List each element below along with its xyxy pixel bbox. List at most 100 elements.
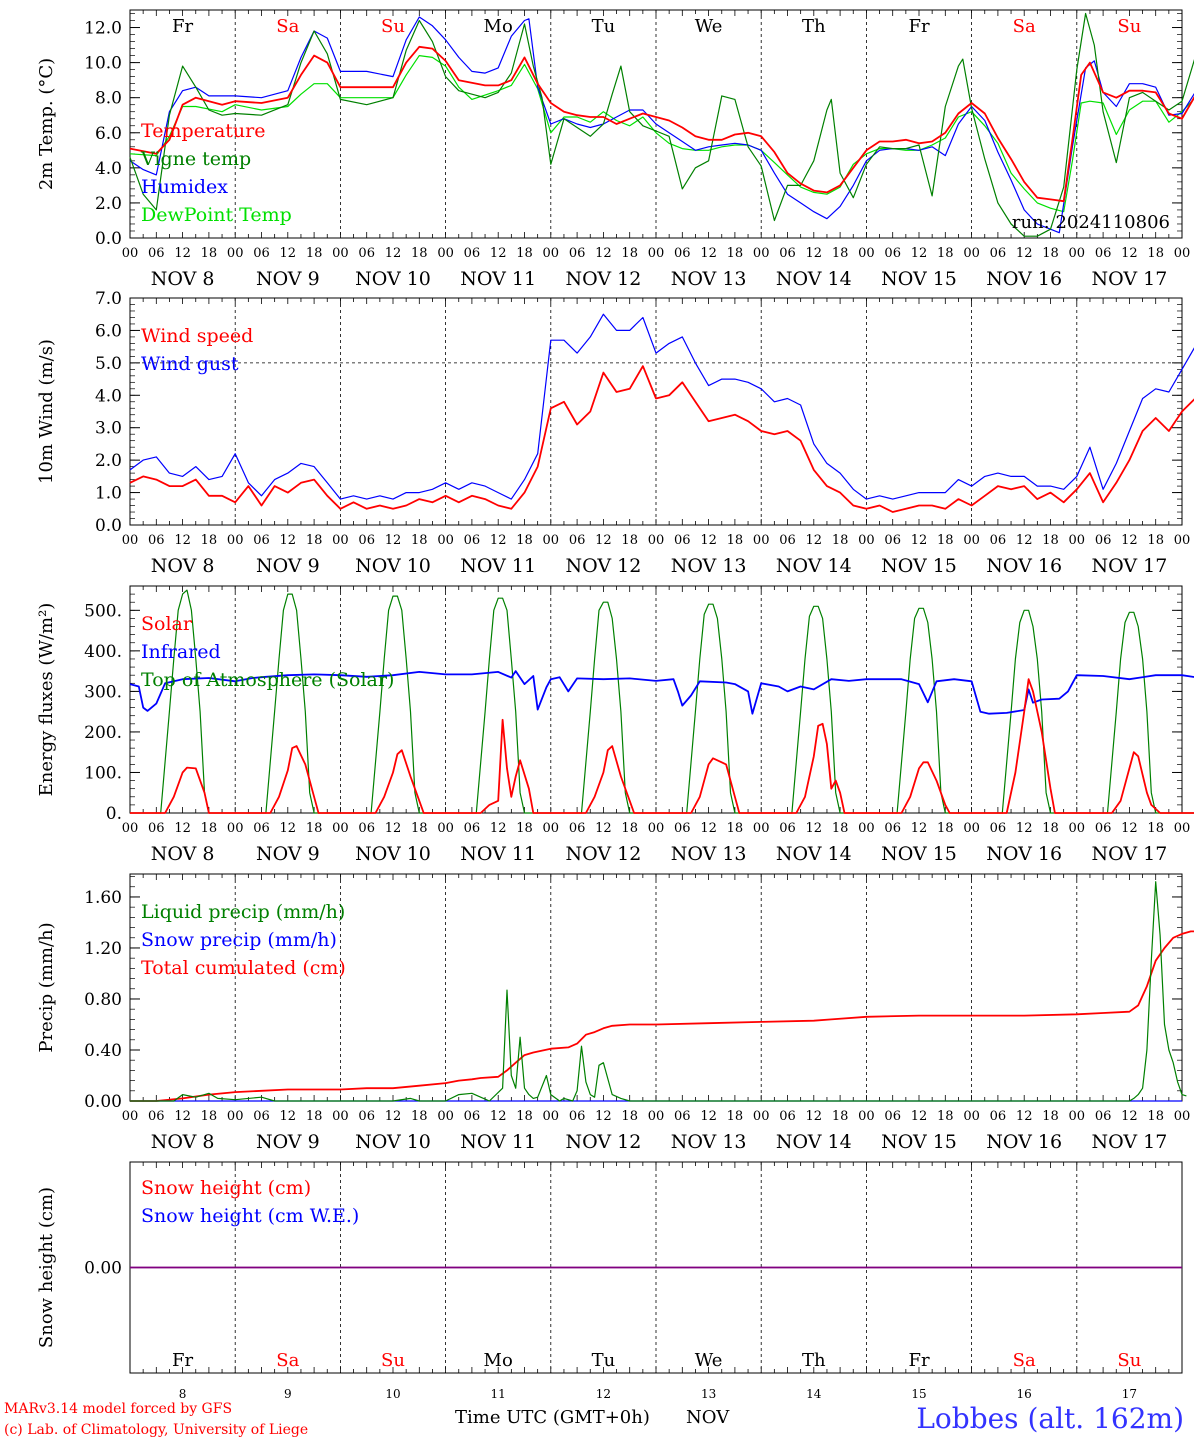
station-label: Lobbes (alt. 162m) [916,1402,1184,1435]
weekday-label: Su [1117,16,1141,37]
hour-tick-label: 12 [490,533,507,548]
hour-tick-label: 18 [621,1109,638,1124]
hour-tick-label: 18 [411,533,428,548]
hour-tick-label: 12 [911,821,928,836]
weekday-label: Th [802,16,826,37]
hour-tick-label: 00 [1069,821,1086,836]
legend-entry: Vigne temp [140,148,251,170]
hour-tick-label: 18 [306,533,323,548]
hour-tick-label: 00 [227,533,244,548]
day-number-label: 16 [1017,1387,1032,1401]
panel-wind: 0.0 1.0 2.0 3.0 4.0 5.0 6.0 7.0 10m Wind (m/s) Wi… [36,289,1194,577]
date-label: NOV 8 [151,843,215,865]
date-label: NOV 12 [565,843,641,865]
hour-tick-label: 06 [464,1109,481,1124]
y-tick-label: 200. [84,723,122,743]
legend-entry: Wind speed [141,325,253,347]
hour-tick-label: 00 [858,246,875,261]
hour-tick-label: 18 [1042,533,1059,548]
hour-tick-label: 00 [437,533,454,548]
hour-tick-label: 00 [648,246,665,261]
y-tick-label: 0.0 [95,229,122,249]
hour-tick-label: 00 [543,533,560,548]
weekday-label: Mo [484,1350,513,1371]
hour-tick-label: 00 [227,821,244,836]
hour-tick-label: 18 [516,821,533,836]
hour-tick-label: 06 [569,1109,586,1124]
weekday-label: Fr [172,1350,193,1371]
hour-tick-label: 18 [621,821,638,836]
hour-tick-label: 12 [490,1109,507,1124]
y-tick-label: 1.0 [95,484,122,504]
legend-entry: Solar [141,613,193,635]
y-tick-label: 500. [84,601,122,621]
y-tick-label: 6.0 [95,321,122,341]
hour-tick-label: 06 [884,1109,901,1124]
date-label: NOV 9 [256,555,320,577]
hour-tick-label: 12 [385,533,402,548]
y-tick-label: 0.00 [84,1259,122,1279]
y-tick-label: 0.40 [84,1041,122,1061]
hour-tick-label: 18 [1042,1109,1059,1124]
hour-tick-label: 00 [227,1109,244,1124]
date-label: NOV 14 [776,1131,852,1153]
hour-tick-label: 00 [122,821,139,836]
legend-entry: Snow height (cm) [141,1177,311,1199]
hour-tick-label: 00 [858,821,875,836]
hour-tick-label: 06 [1095,246,1112,261]
weekday-label: Sa [276,1350,299,1371]
hour-tick-label: 00 [1069,533,1086,548]
hour-tick-label: 00 [753,821,770,836]
y-tick-label: 0.0 [95,516,122,536]
hour-tick-label: 00 [858,1109,875,1124]
hour-tick-label: 18 [411,246,428,261]
day-number-label: 12 [596,1387,611,1401]
weekday-label: Th [802,1350,826,1371]
hour-tick-label: 06 [358,533,375,548]
hour-tick-label: 12 [595,533,612,548]
date-label: NOV 14 [776,843,852,865]
date-label: NOV 8 [151,1131,215,1153]
hour-tick-label: 06 [148,821,165,836]
date-label: NOV 9 [256,843,320,865]
legend-entry: Liquid precip (mm/h) [141,901,345,923]
hour-tick-label: 18 [621,533,638,548]
hour-tick-label: 18 [201,533,218,548]
hour-tick-label: 00 [648,1109,665,1124]
hour-tick-label: 12 [806,821,823,836]
legend-entry: Snow precip (mm/h) [141,929,337,951]
y-tick-label: 5.0 [95,354,122,374]
hour-tick-label: 12 [1016,1109,1033,1124]
y-tick-label: 0.80 [84,990,122,1010]
date-label: NOV 10 [355,268,431,290]
series-line-solar [130,678,1194,814]
weekday-label: We [695,1350,723,1371]
series-line-temperature [129,45,1194,203]
hour-tick-label: 12 [911,246,928,261]
hour-tick-label: 12 [700,821,717,836]
hour-tick-label: 06 [253,821,270,836]
hour-tick-label: 18 [727,246,744,261]
hour-tick-label: 00 [543,821,560,836]
hour-tick-label: 12 [595,821,612,836]
series-line-wind-speed [129,365,1194,513]
weekday-label: Fr [908,16,929,37]
series-line-liquid-precip-mm-h- [130,881,1187,1102]
hour-tick-label: 18 [306,1109,323,1124]
hour-tick-label: 18 [306,821,323,836]
hour-tick-label: 00 [332,533,349,548]
panel-precip: 0.00 0.40 0.80 1.20 1.60 Precip (mm/h) Liquid … [36,873,1194,1153]
hour-tick-label: 18 [937,821,954,836]
hour-tick-label: 00 [1069,1109,1086,1124]
day-number-label: 8 [179,1387,187,1401]
date-label: NOV 12 [565,268,641,290]
hour-tick-label: 06 [884,246,901,261]
panel-energy: 0. 100. 200. 300. 400. 500. Energy fluxes (W/m… [36,585,1194,865]
hour-tick-label: 12 [280,1109,297,1124]
hour-tick-label: 06 [464,246,481,261]
hour-tick-label: 18 [201,821,218,836]
weekday-label: Su [1117,1350,1141,1371]
legend-entry: Infrared [141,641,221,663]
hour-tick-label: 06 [990,1109,1007,1124]
hour-tick-label: 06 [884,533,901,548]
